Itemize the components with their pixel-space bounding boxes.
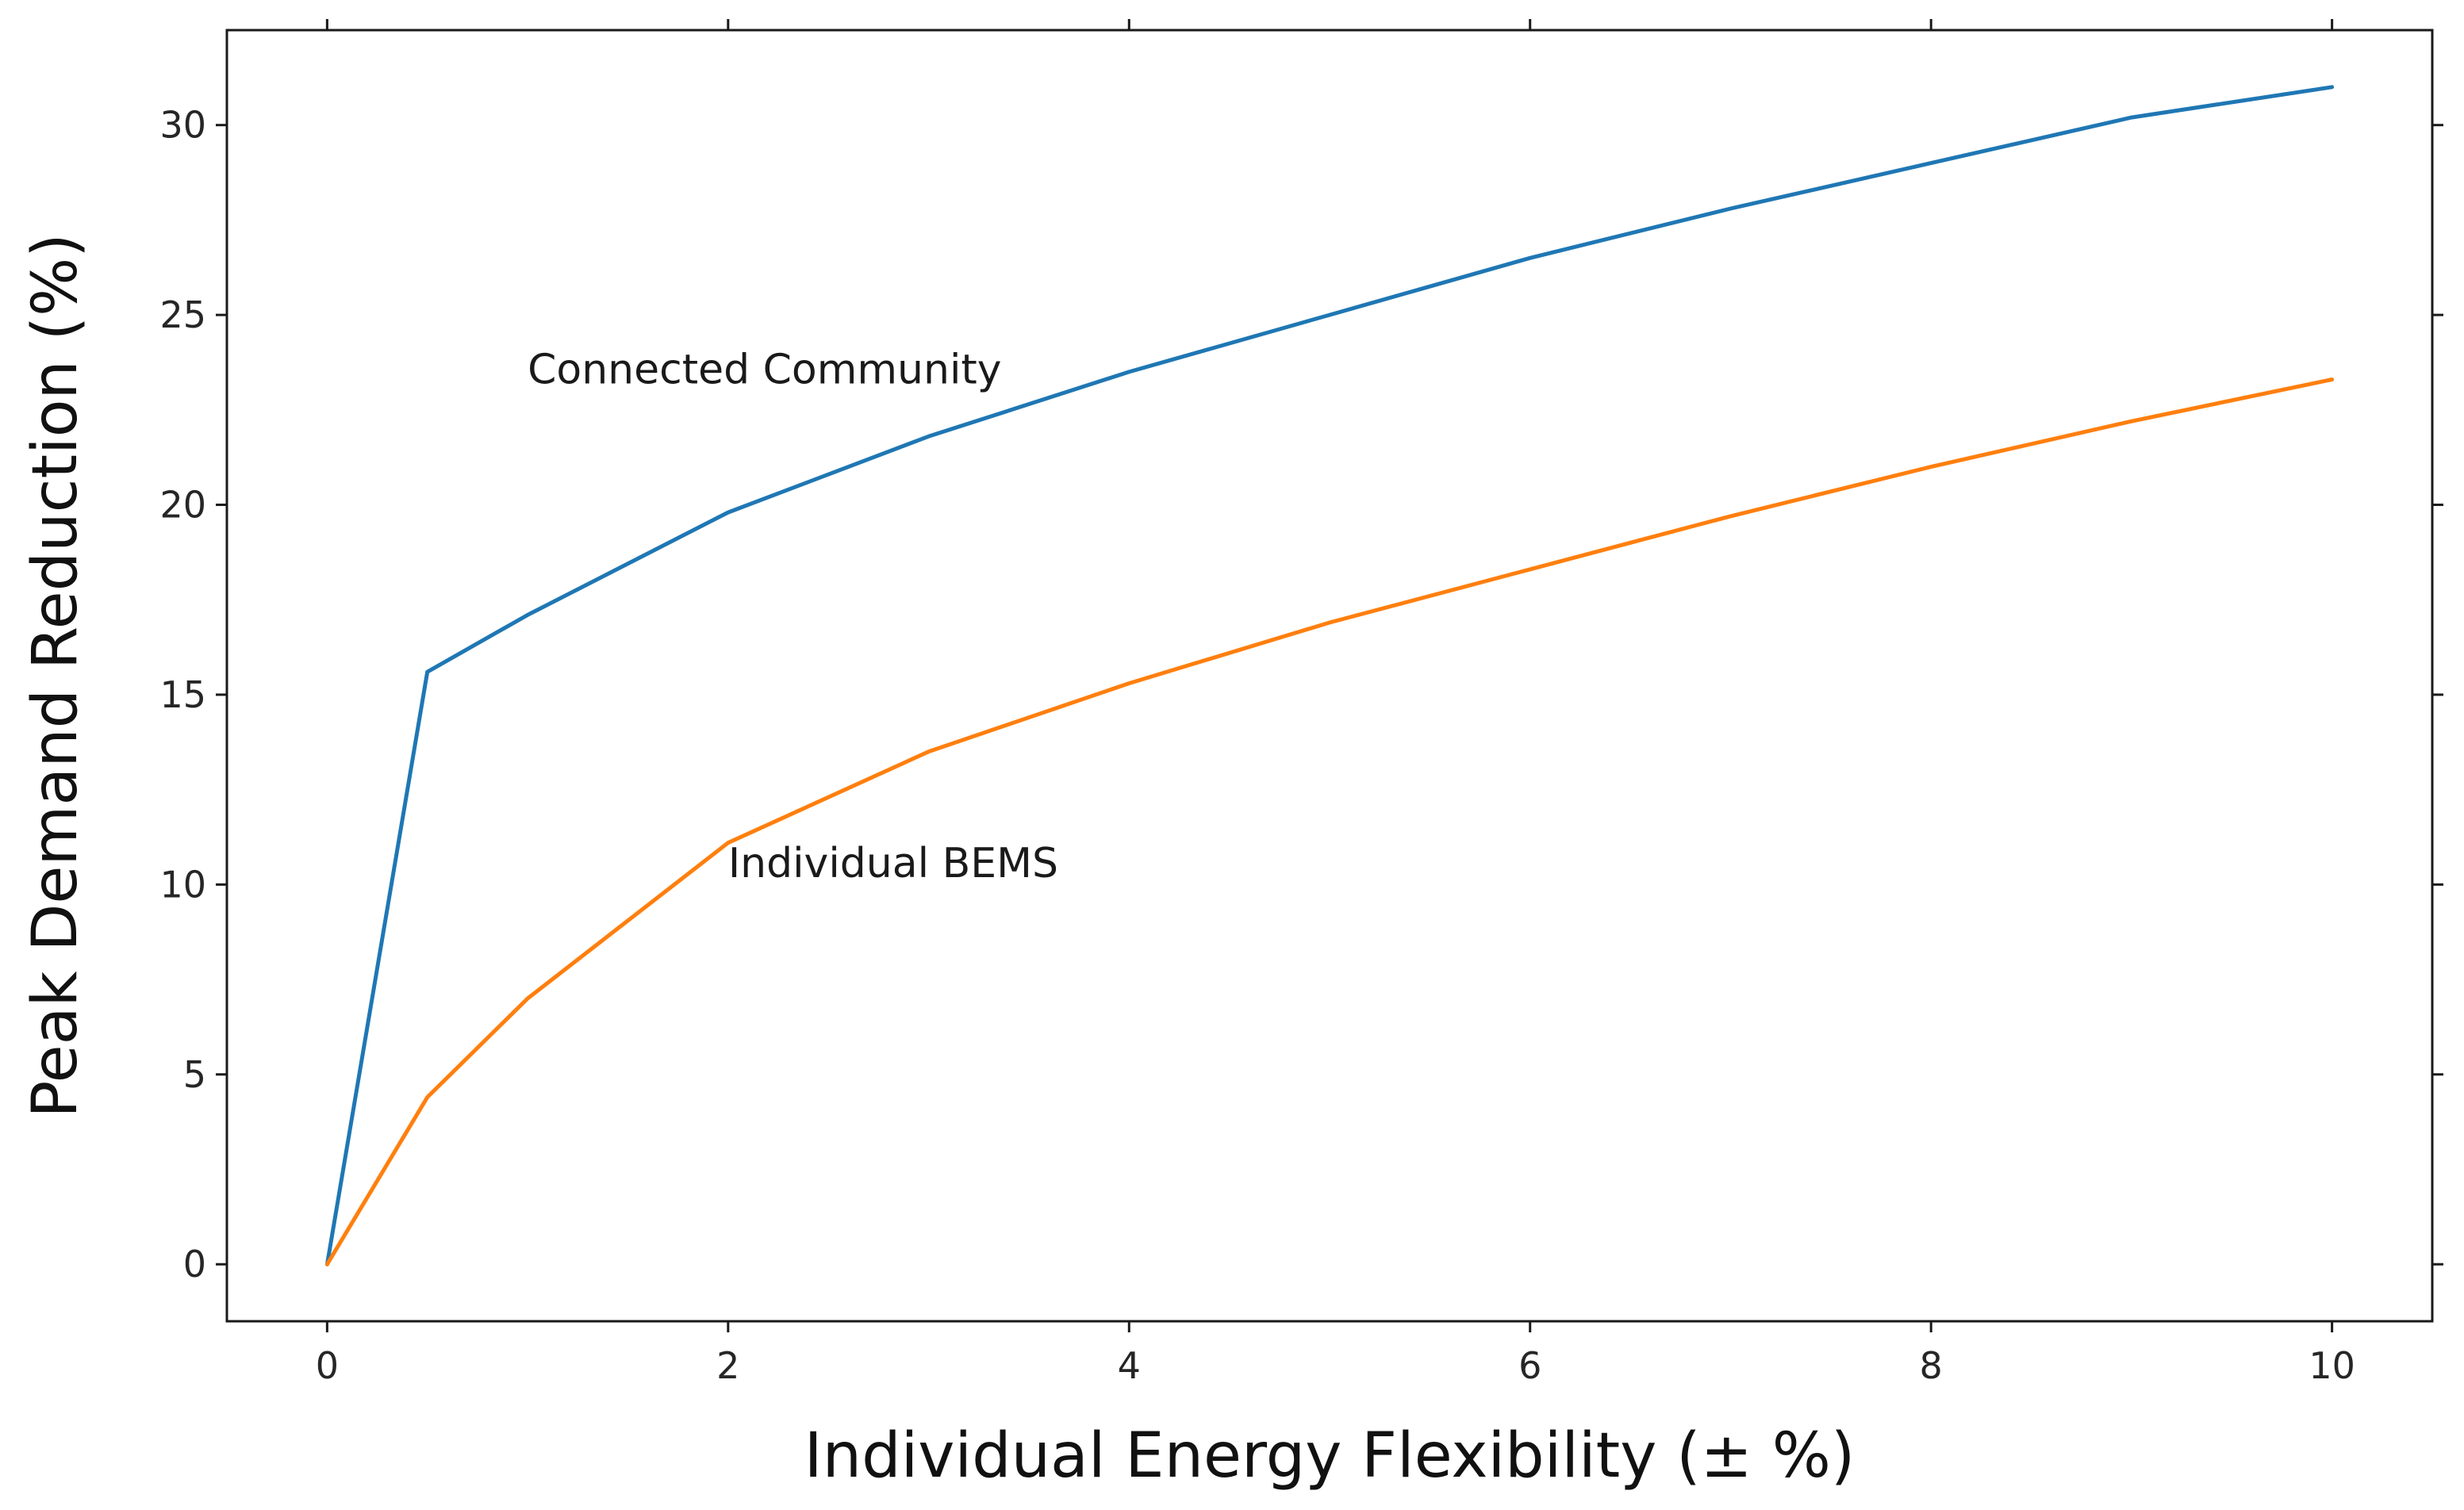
- series-line-connected-community: [324, 85, 2335, 1267]
- x-tick-label: 6: [1518, 1344, 1541, 1387]
- x-axis-title: Individual Energy Flexibility (± %): [804, 1420, 1856, 1492]
- x-axis-ticks: 0 2 4 6 8 10: [316, 19, 2355, 1387]
- x-tick-label: 8: [1920, 1344, 1943, 1387]
- y-tick-label: 0: [183, 1243, 206, 1286]
- y-tick-label: 30: [159, 104, 206, 147]
- y-tick-label: 25: [159, 293, 206, 336]
- plot-frame: [225, 29, 2434, 1323]
- annotation-label: Individual BEMS: [728, 840, 1058, 887]
- plot-border: [225, 29, 2434, 1323]
- series-line-individual-bems: [324, 378, 2335, 1267]
- y-tick-label: 15: [159, 673, 206, 716]
- x-tick-label: 0: [316, 1344, 339, 1387]
- annotation-label: Connected Community: [528, 346, 1001, 393]
- y-tick-label: 10: [159, 863, 206, 906]
- annotation-layer: Connected Community Individual BEMS: [528, 346, 1058, 887]
- x-tick-label: 2: [716, 1344, 739, 1387]
- y-tick-label: 20: [159, 484, 206, 527]
- x-tick-label: 4: [1118, 1344, 1141, 1387]
- y-axis-title: Peak Demand Reduction (%): [20, 233, 91, 1117]
- x-tick-label: 10: [2309, 1344, 2355, 1387]
- series-layer: [324, 85, 2335, 1267]
- y-tick-label: 5: [183, 1053, 206, 1096]
- y-axis-ticks: 0 5 10 15 20 25 30: [159, 104, 2443, 1286]
